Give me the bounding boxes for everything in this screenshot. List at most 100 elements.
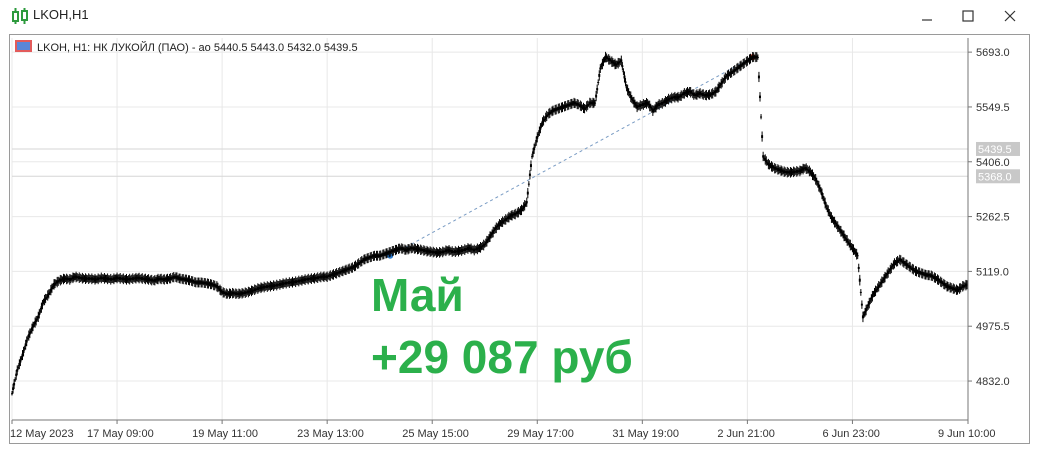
candle-body — [437, 251, 440, 254]
candle-body — [744, 62, 747, 64]
candle-body — [220, 289, 223, 293]
candle-body — [380, 254, 383, 256]
candle-body — [286, 282, 289, 284]
chart-window[interactable] — [9, 34, 1030, 444]
chart-header-icon-inner — [17, 42, 30, 50]
candle-body — [287, 282, 290, 284]
candle-body — [858, 278, 861, 282]
candle-body — [201, 281, 204, 284]
candle-body — [309, 277, 312, 280]
candle-body — [848, 242, 851, 245]
candle-body — [612, 62, 615, 64]
candle-body — [225, 292, 228, 295]
candle-body — [913, 270, 916, 272]
y-tick-label: 5119.0 — [976, 266, 1009, 278]
candle-body — [524, 203, 527, 205]
candle-body — [440, 251, 443, 253]
candle-body — [108, 278, 111, 280]
candle-body — [386, 251, 389, 255]
candle-body — [503, 219, 506, 222]
candle-body — [335, 271, 338, 275]
candle-body — [96, 278, 99, 280]
candle-body — [255, 288, 258, 290]
close-icon[interactable] — [995, 4, 1025, 28]
candle-body — [691, 92, 694, 95]
candle-body — [22, 350, 25, 353]
chart-header: LKOH, H1: НК ЛУКОЙЛ (ПАО) - ао 5440.5 54… — [15, 40, 358, 54]
candle-body — [869, 300, 872, 302]
candle-body — [171, 276, 174, 279]
candle-body — [672, 96, 675, 99]
candle-body — [727, 73, 730, 77]
candle-body — [472, 248, 475, 251]
candle-body — [390, 251, 393, 253]
candle-body — [185, 278, 188, 282]
candle-body — [555, 108, 558, 111]
candle-body — [144, 277, 147, 281]
candle-body — [746, 59, 749, 63]
maximize-icon[interactable] — [953, 4, 983, 28]
candle-body — [332, 272, 335, 276]
candle-body — [140, 277, 143, 280]
candle-body — [442, 250, 445, 253]
candle-body — [19, 359, 22, 363]
candle-body — [874, 289, 877, 293]
candle-body — [103, 276, 106, 280]
candle-body — [373, 254, 376, 258]
candle-body — [127, 278, 130, 281]
candle-body — [284, 282, 287, 285]
candle-body — [901, 260, 904, 264]
candle-body — [355, 264, 358, 266]
candle-body — [824, 201, 827, 205]
candle-body — [47, 292, 50, 296]
candle-body — [600, 65, 603, 67]
candle-body — [15, 373, 18, 377]
candle-body — [880, 280, 883, 284]
candle-body — [41, 303, 44, 306]
candle-body — [667, 97, 670, 101]
candle-body — [371, 256, 374, 258]
candle-body — [808, 169, 811, 173]
candle-body — [121, 277, 124, 280]
candle-body — [356, 262, 359, 266]
candle-body — [213, 284, 216, 287]
candle-body — [283, 282, 286, 285]
candle-body — [157, 277, 160, 281]
x-tick-label: 6 Jun 23:00 — [822, 428, 880, 440]
candle-body — [652, 108, 655, 111]
candle-body — [422, 248, 425, 252]
candle-body — [938, 280, 941, 282]
candle-body — [427, 250, 430, 253]
candle-body — [153, 278, 156, 282]
candle-body — [630, 98, 633, 100]
candle-body — [657, 103, 660, 106]
candle-body — [152, 279, 155, 282]
candle-body — [86, 278, 89, 280]
candle-body — [776, 167, 779, 171]
candle-body — [365, 258, 368, 260]
candle-body — [161, 278, 164, 280]
candle-body — [740, 64, 743, 67]
candle-body — [713, 90, 716, 94]
candle-body — [633, 102, 636, 105]
candle-body — [527, 183, 530, 185]
candle-body — [120, 277, 123, 280]
candle-body — [324, 276, 327, 278]
candle-body — [314, 277, 317, 279]
minimize-icon[interactable] — [912, 4, 942, 28]
candle-body — [894, 262, 897, 264]
candle-body — [478, 247, 481, 249]
candle-body — [202, 282, 205, 284]
candle-body — [526, 191, 529, 195]
candle-body — [896, 259, 899, 263]
candle-body — [312, 277, 315, 280]
candle-body — [731, 71, 734, 73]
candle-body — [958, 287, 961, 291]
candle-body — [895, 260, 898, 264]
candle-body — [206, 282, 209, 285]
candle-body — [208, 283, 211, 285]
candle-body — [916, 271, 919, 273]
candle-body — [748, 58, 751, 61]
candle-body — [475, 248, 478, 251]
